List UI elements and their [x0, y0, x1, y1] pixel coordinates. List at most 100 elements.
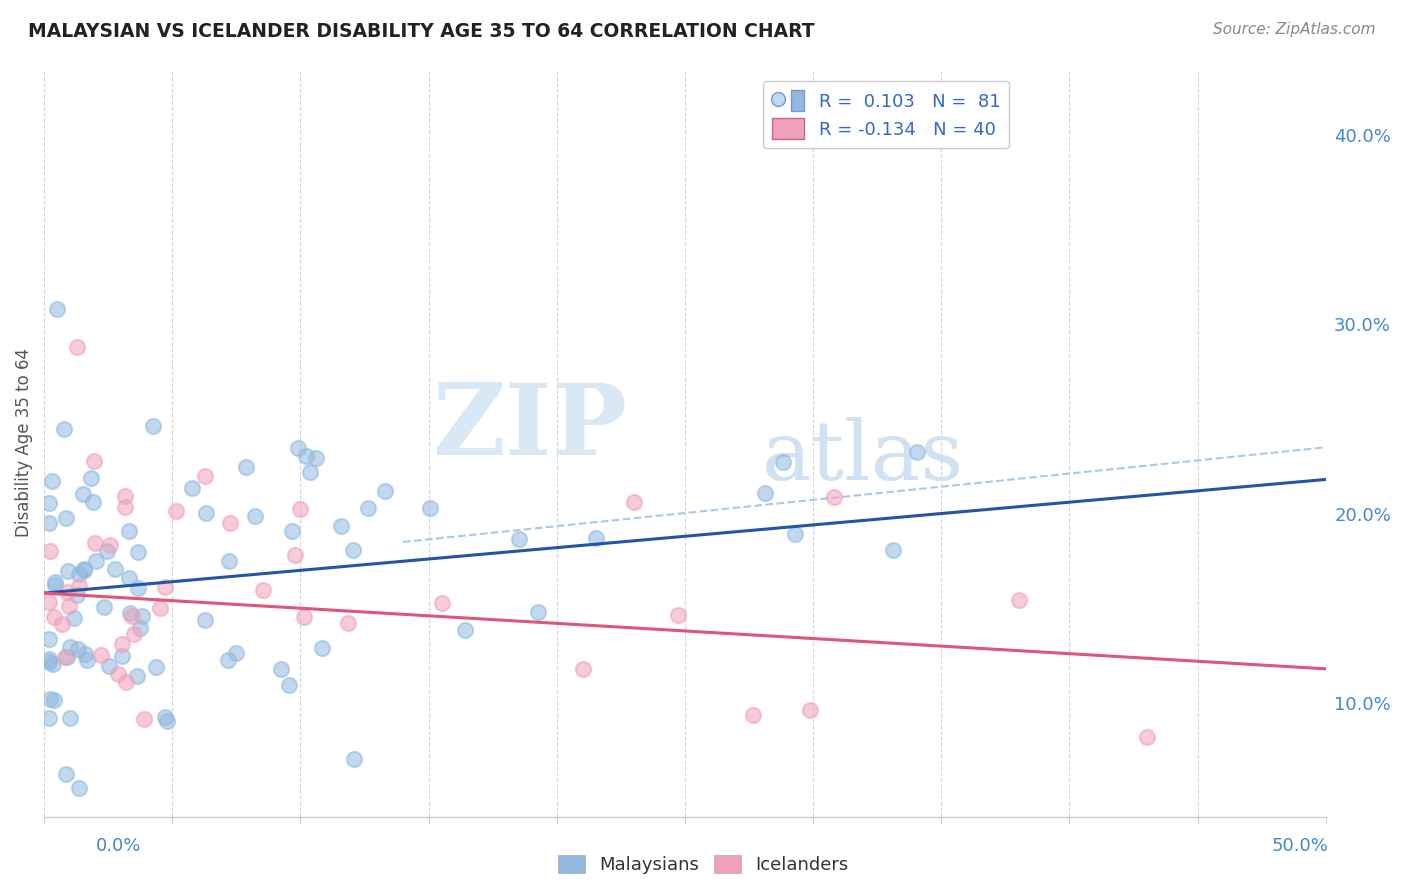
Point [357, 501, 380, 516]
Point [142, 419, 165, 434]
Point [76, 653, 98, 667]
Point [118, 571, 141, 585]
Point [623, 495, 645, 509]
Point [194, 469, 217, 483]
Text: 50.0%: 50.0% [1272, 837, 1329, 855]
Point [666, 608, 689, 623]
Point [66, 588, 89, 602]
Point [194, 506, 217, 520]
Point [51, 616, 73, 631]
Point [90, 648, 112, 663]
Point [56, 565, 79, 579]
Point [145, 660, 167, 674]
Point [38, 595, 60, 609]
Point [217, 653, 239, 667]
Point [53, 649, 76, 664]
Point [80, 471, 103, 485]
Point [38, 691, 60, 706]
Point [299, 465, 322, 479]
Point [111, 637, 134, 651]
Point [155, 581, 177, 595]
Point [127, 581, 149, 595]
Point [772, 455, 794, 469]
Point [45, 301, 67, 316]
Point [754, 486, 776, 500]
Point [107, 666, 129, 681]
Point [66, 340, 89, 354]
Point [96, 544, 118, 558]
Point [111, 648, 134, 663]
Point [67, 579, 90, 593]
Point [56, 650, 79, 665]
Point [288, 502, 311, 516]
Point [121, 609, 143, 624]
Point [218, 554, 240, 568]
Point [336, 615, 359, 630]
Point [156, 714, 179, 728]
Point [330, 519, 353, 533]
Point [97, 659, 120, 673]
Point [42, 692, 65, 706]
Point [84, 554, 107, 568]
Point [799, 703, 821, 717]
Point [342, 543, 364, 558]
Point [44, 578, 66, 592]
Point [63, 611, 86, 625]
Point [294, 449, 316, 463]
Point [38, 632, 60, 647]
Point [1008, 592, 1031, 607]
Point [52, 422, 75, 436]
Point [41, 475, 63, 489]
Text: 0.0%: 0.0% [96, 837, 141, 855]
Point [419, 500, 441, 515]
Point [66, 642, 89, 657]
Point [454, 623, 477, 637]
Text: ZIP: ZIP [433, 379, 627, 476]
Point [343, 752, 366, 766]
Point [59, 711, 82, 725]
Point [181, 481, 204, 495]
Point [194, 613, 217, 627]
Point [69, 781, 91, 796]
Point [128, 622, 150, 636]
Point [98, 538, 121, 552]
Legend: R =  0.103   N =  81, R = -0.134   N = 40: R = 0.103 N = 81, R = -0.134 N = 40 [762, 81, 1010, 148]
Point [166, 504, 188, 518]
Point [287, 441, 309, 455]
Point [785, 526, 807, 541]
Point [280, 524, 302, 539]
Point [83, 536, 105, 550]
Point [73, 563, 96, 577]
Point [122, 626, 145, 640]
Point [42, 657, 65, 672]
Point [55, 767, 77, 781]
Point [55, 584, 77, 599]
Point [882, 543, 904, 558]
Text: atlas: atlas [762, 417, 965, 498]
Point [430, 596, 453, 610]
Point [149, 601, 172, 615]
Point [58, 640, 80, 654]
Point [243, 508, 266, 523]
Point [132, 712, 155, 726]
Point [38, 516, 60, 530]
Point [284, 548, 307, 562]
Point [114, 489, 136, 503]
Point [252, 582, 274, 597]
Point [115, 675, 138, 690]
Point [526, 605, 548, 619]
Y-axis label: Disability Age 35 to 64: Disability Age 35 to 64 [15, 348, 32, 537]
Point [270, 662, 292, 676]
Point [823, 491, 845, 505]
Point [585, 532, 607, 546]
Point [311, 640, 333, 655]
Point [55, 511, 77, 525]
Point [374, 483, 396, 498]
Point [72, 486, 94, 500]
Text: Source: ZipAtlas.com: Source: ZipAtlas.com [1212, 22, 1375, 37]
Point [93, 599, 115, 614]
Point [305, 450, 328, 465]
Point [67, 567, 90, 582]
Point [571, 662, 593, 676]
Point [73, 562, 96, 576]
